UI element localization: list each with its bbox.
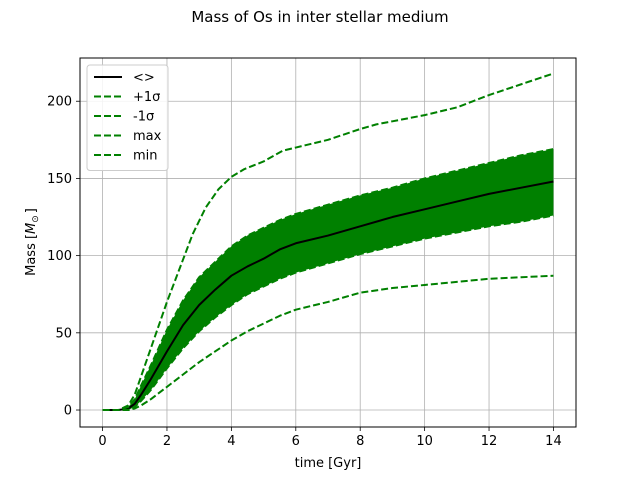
x-tick-label: 2: [163, 434, 171, 449]
y-axis-label-suffix: ]: [24, 208, 39, 213]
series-line-0: [102, 180, 554, 412]
y-axis-label: Mass [M⊙]: [24, 208, 41, 276]
series-line-2: [102, 214, 554, 412]
x-tick-label: 14: [545, 434, 562, 449]
legend-label: +1σ: [133, 90, 160, 105]
x-tick-label: 0: [98, 434, 106, 449]
x-tick-label: 12: [481, 434, 498, 449]
x-axis-label: time [Gyr]: [295, 456, 362, 471]
y-axis-label-prefix: Mass [: [24, 234, 39, 276]
sigma-band: [102, 149, 554, 411]
y-tick-label: 0: [64, 404, 72, 419]
x-tick-label: 6: [292, 434, 300, 449]
sigma-band-fill: [102, 149, 554, 411]
x-tick-label: 8: [356, 434, 364, 449]
y-tick-label: 50: [55, 326, 72, 341]
legend-label: <>: [133, 71, 155, 86]
series-line-4: [102, 274, 554, 412]
legend-label: -1σ: [133, 110, 154, 125]
axis-ticks: 0 2 4 6 8 10 12 14 0 50 100 150 200: [47, 95, 562, 449]
x-tick-label: 4: [227, 434, 235, 449]
legend-label: min: [133, 149, 158, 164]
legend: <> +1σ -1σ max min: [86, 64, 169, 171]
y-axis-label-symbol: M: [24, 223, 39, 234]
series-lines: [102, 72, 554, 412]
legend-label: max: [133, 129, 162, 144]
series-line-1: [102, 148, 554, 412]
chart-title: Mass of Os in inter stellar medium: [191, 8, 448, 26]
y-axis-label-subscript: ⊙: [31, 215, 41, 223]
y-tick-label: 150: [47, 172, 72, 187]
y-tick-label: 200: [47, 95, 72, 110]
x-tick-label: 10: [416, 434, 433, 449]
y-tick-label: 100: [47, 249, 72, 264]
series-line-3: [102, 72, 554, 412]
legend-box: [86, 64, 169, 171]
plot-frame: [79, 57, 577, 428]
